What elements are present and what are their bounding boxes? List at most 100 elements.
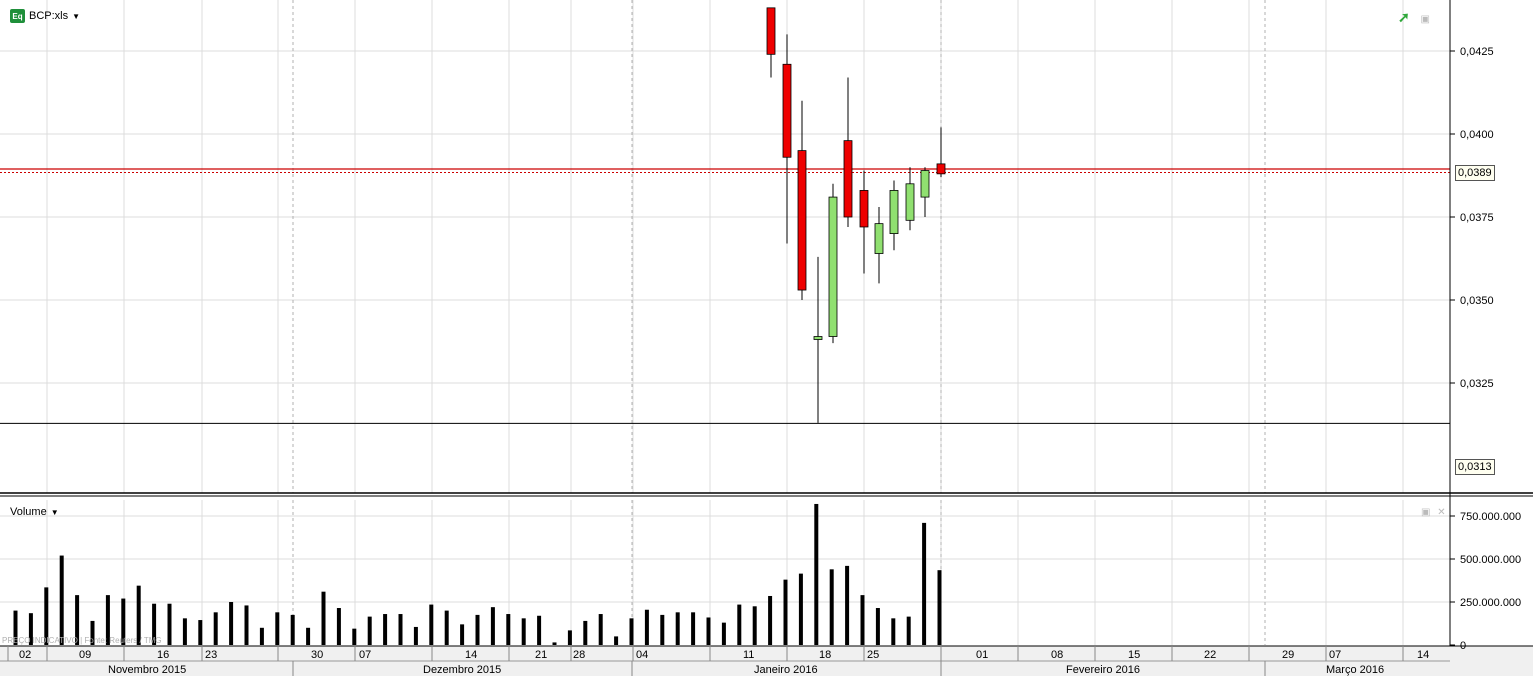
volume-bar — [783, 579, 788, 645]
volume-bar — [583, 620, 588, 645]
candle-body — [905, 183, 915, 221]
day-tick-label: 18 — [819, 649, 831, 661]
volume-series — [13, 503, 942, 645]
month-label: Novembro 2015 — [108, 664, 186, 676]
price-tick-label: 0,0375 — [1460, 212, 1494, 224]
candle-body — [813, 336, 823, 340]
maximize-icon[interactable]: ▣ — [1421, 507, 1431, 518]
day-tick-label: 16 — [157, 649, 169, 661]
price-axis: 0,0425 0,0400 0,0375 0,0350 0,0325 — [1450, 46, 1494, 390]
day-tick-label: 02 — [19, 649, 31, 661]
volume-bar — [352, 628, 357, 645]
symbol-label: BCP:xls — [29, 10, 69, 22]
volume-bar — [290, 614, 295, 645]
candlestick-series — [766, 7, 946, 423]
close-icon[interactable]: ✕ — [1437, 507, 1446, 518]
candle-body — [782, 63, 792, 158]
volume-bar — [367, 616, 372, 645]
volume-bar — [629, 618, 634, 645]
day-tick-label: 11 — [743, 649, 754, 661]
volume-bar — [906, 616, 911, 645]
volume-bar — [306, 627, 311, 645]
volume-bar — [675, 612, 680, 645]
volume-bar — [521, 618, 526, 645]
volume-bar — [182, 618, 187, 645]
volume-bar — [768, 595, 773, 645]
volume-bar — [460, 624, 465, 645]
volume-bar — [891, 618, 896, 645]
volume-bar — [136, 585, 141, 645]
volume-bar — [28, 613, 33, 645]
volume-selector[interactable]: Volume ▼ — [10, 506, 59, 518]
volume-bar — [644, 609, 649, 645]
volume-tick-label: 500.000.000 — [1460, 554, 1521, 566]
candle-body — [889, 190, 899, 235]
volume-bar — [90, 620, 95, 645]
day-tick-label: 30 — [311, 649, 323, 661]
day-tick-label: 15 — [1128, 649, 1140, 661]
volume-tick-label: 250.000.000 — [1460, 597, 1521, 609]
volume-bar — [937, 570, 942, 645]
chevron-down-icon[interactable]: ▼ — [50, 507, 59, 517]
top-right-controls: ➚ ▣ — [1398, 9, 1430, 26]
volume-bar — [829, 569, 834, 645]
day-tick-label: 07 — [1329, 649, 1341, 661]
day-tick-label: 29 — [1282, 649, 1294, 661]
volume-bar — [922, 522, 927, 645]
chevron-down-icon[interactable]: ▼ — [72, 11, 81, 21]
grid — [0, 0, 1450, 645]
volume-bar — [105, 595, 110, 645]
price-tick-label: 0,0400 — [1460, 129, 1494, 141]
volume-bar — [259, 627, 264, 645]
day-tick-label: 09 — [79, 649, 91, 661]
day-tick-label: 23 — [205, 649, 217, 661]
volume-bar — [614, 636, 619, 645]
volume-bar — [229, 602, 234, 645]
price-tick-label: 0,0325 — [1460, 378, 1494, 390]
day-tick-label: 04 — [636, 649, 648, 661]
day-tick-label: 14 — [1417, 649, 1429, 661]
candle-body — [936, 163, 946, 175]
symbol-selector[interactable]: Eq BCP:xls ▼ — [10, 9, 80, 23]
volume-bar — [444, 610, 449, 645]
volume-bar — [506, 614, 511, 645]
volume-bar — [475, 614, 480, 645]
volume-axis: 750.000.000 500.000.000 250.000.000 0 — [1450, 511, 1521, 652]
volume-bar — [321, 591, 326, 645]
volume-bar — [752, 606, 757, 645]
day-tick-label: 22 — [1204, 649, 1216, 661]
volume-bar — [198, 620, 203, 645]
maximize-icon[interactable]: ▣ — [1420, 14, 1430, 25]
volume-bar — [845, 565, 850, 645]
volume-bar — [275, 612, 280, 645]
volume-label: Volume — [10, 506, 47, 518]
low-price-label: 0,0313 — [1455, 459, 1495, 475]
candle-body — [797, 150, 807, 291]
equity-icon: Eq — [10, 9, 25, 23]
candle-body — [766, 7, 776, 55]
candle-body — [920, 170, 930, 198]
volume-bar — [798, 573, 803, 645]
candle-body — [859, 190, 869, 228]
volume-bar — [121, 598, 126, 645]
volume-bar — [167, 603, 172, 645]
candle-body — [874, 223, 884, 254]
month-label: Fevereiro 2016 — [1066, 664, 1140, 676]
volume-bar — [429, 604, 434, 645]
volume-bar — [691, 612, 696, 645]
month-label: Dezembro 2015 — [423, 664, 501, 676]
current-price-label: 0,0389 — [1455, 165, 1495, 181]
trend-icon[interactable]: ➚ — [1398, 9, 1410, 25]
day-tick-label: 25 — [867, 649, 879, 661]
volume-bar — [213, 612, 218, 645]
volume-bar — [59, 555, 64, 645]
price-tick-label: 0,0350 — [1460, 295, 1494, 307]
candle-body — [843, 140, 853, 218]
volume-tick-label: 0 — [1460, 640, 1466, 652]
volume-bar — [490, 607, 495, 645]
time-axis: 02 09 16 23 30 07 14 21 28 04 11 18 25 01 08 15 22 29 07 14… — [7, 646, 1429, 676]
volume-bar — [706, 617, 711, 645]
volume-bar — [737, 604, 742, 645]
